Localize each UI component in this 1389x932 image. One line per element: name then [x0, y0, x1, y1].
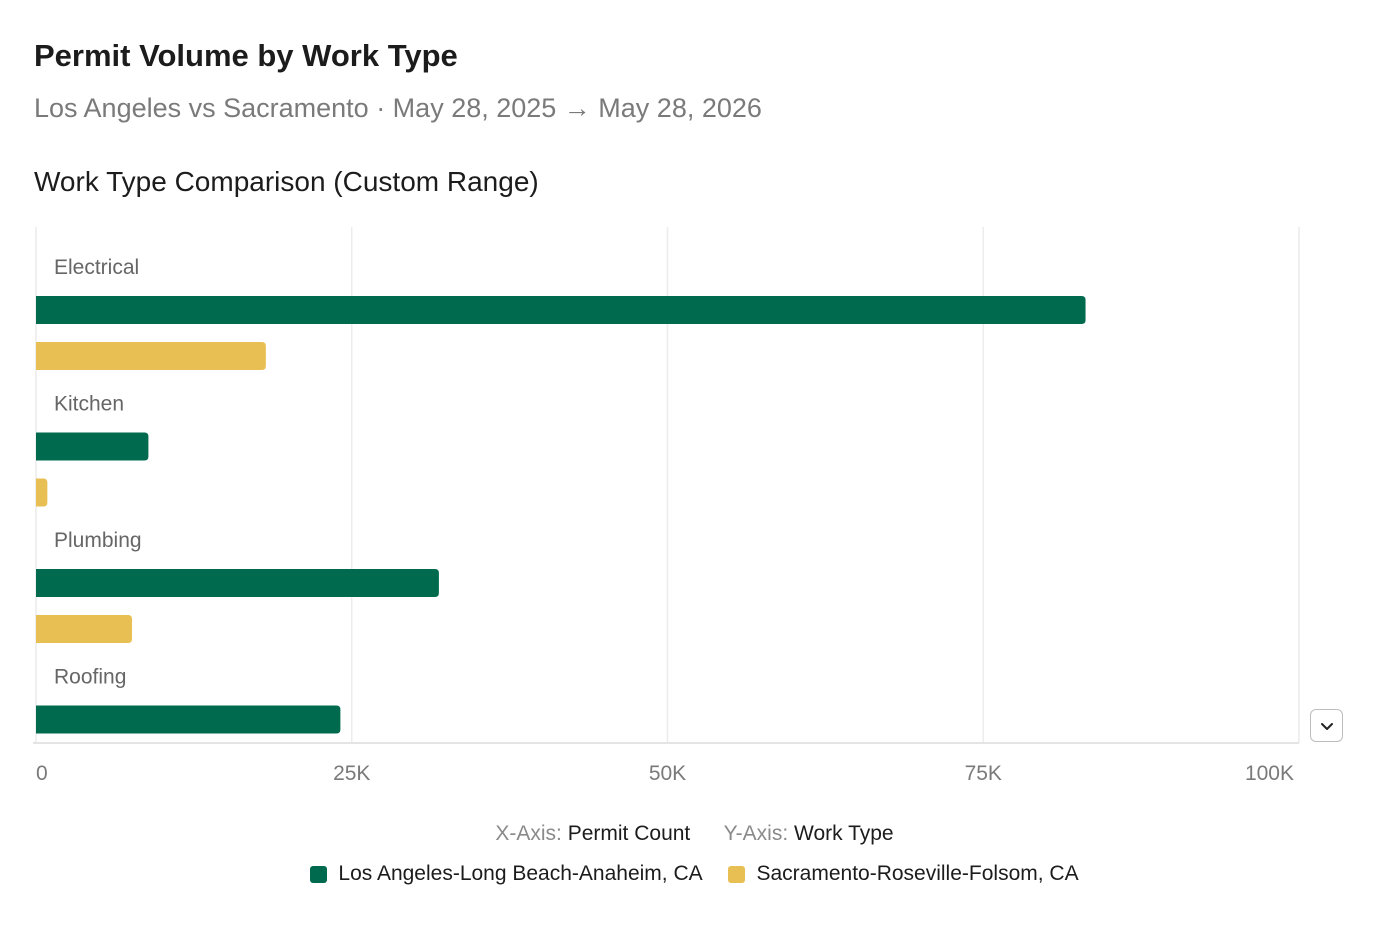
legend-item-la[interactable]: Los Angeles-Long Beach-Anaheim, CA: [310, 862, 703, 886]
bar: [36, 342, 266, 370]
legend-label-la: Los Angeles-Long Beach-Anaheim, CA: [338, 862, 703, 885]
bar: [36, 705, 341, 734]
legend-item-sac[interactable]: Sacramento-Roseville-Folsom, CA: [728, 862, 1079, 886]
category-label: Electrical: [54, 256, 139, 279]
chevron-down-icon: [1320, 722, 1333, 730]
page-subtitle: Los Angeles vs Sacramento · May 28, 2025…: [34, 93, 762, 123]
x-tick-label: 25K: [333, 762, 370, 785]
bar: [36, 569, 439, 597]
bar: [36, 478, 48, 507]
page-title: Permit Volume by Work Type: [34, 38, 458, 73]
axis-legend: X-Axis: Permit Count Y-Axis: Work Type: [0, 822, 1389, 846]
x-axis-value: Permit Count: [567, 822, 691, 845]
x-tick-label: 75K: [965, 762, 1002, 785]
chart-title: Work Type Comparison (Custom Range): [34, 166, 539, 197]
category-label: Roofing: [54, 666, 126, 689]
bar: [36, 296, 1086, 324]
bar: [36, 615, 132, 643]
x-tick-label: 50K: [649, 762, 686, 785]
category-label: Plumbing: [54, 529, 142, 552]
bar: [36, 432, 149, 461]
legend-swatch-la: [310, 865, 328, 883]
x-tick-label: 0: [36, 762, 48, 785]
y-axis-key: Y-Axis:: [723, 822, 789, 845]
legend-label-sac: Sacramento-Roseville-Folsom, CA: [756, 862, 1079, 885]
y-axis-value: Work Type: [794, 822, 894, 845]
x-tick-label: 100K: [1245, 762, 1294, 785]
x-axis-key: X-Axis:: [495, 822, 562, 845]
chart-menu-button[interactable]: [1310, 709, 1343, 742]
category-label: Kitchen: [54, 393, 124, 416]
chart-legend: Los Angeles-Long Beach-Anaheim, CA Sacra…: [0, 862, 1389, 889]
legend-swatch-sac: [728, 865, 746, 883]
